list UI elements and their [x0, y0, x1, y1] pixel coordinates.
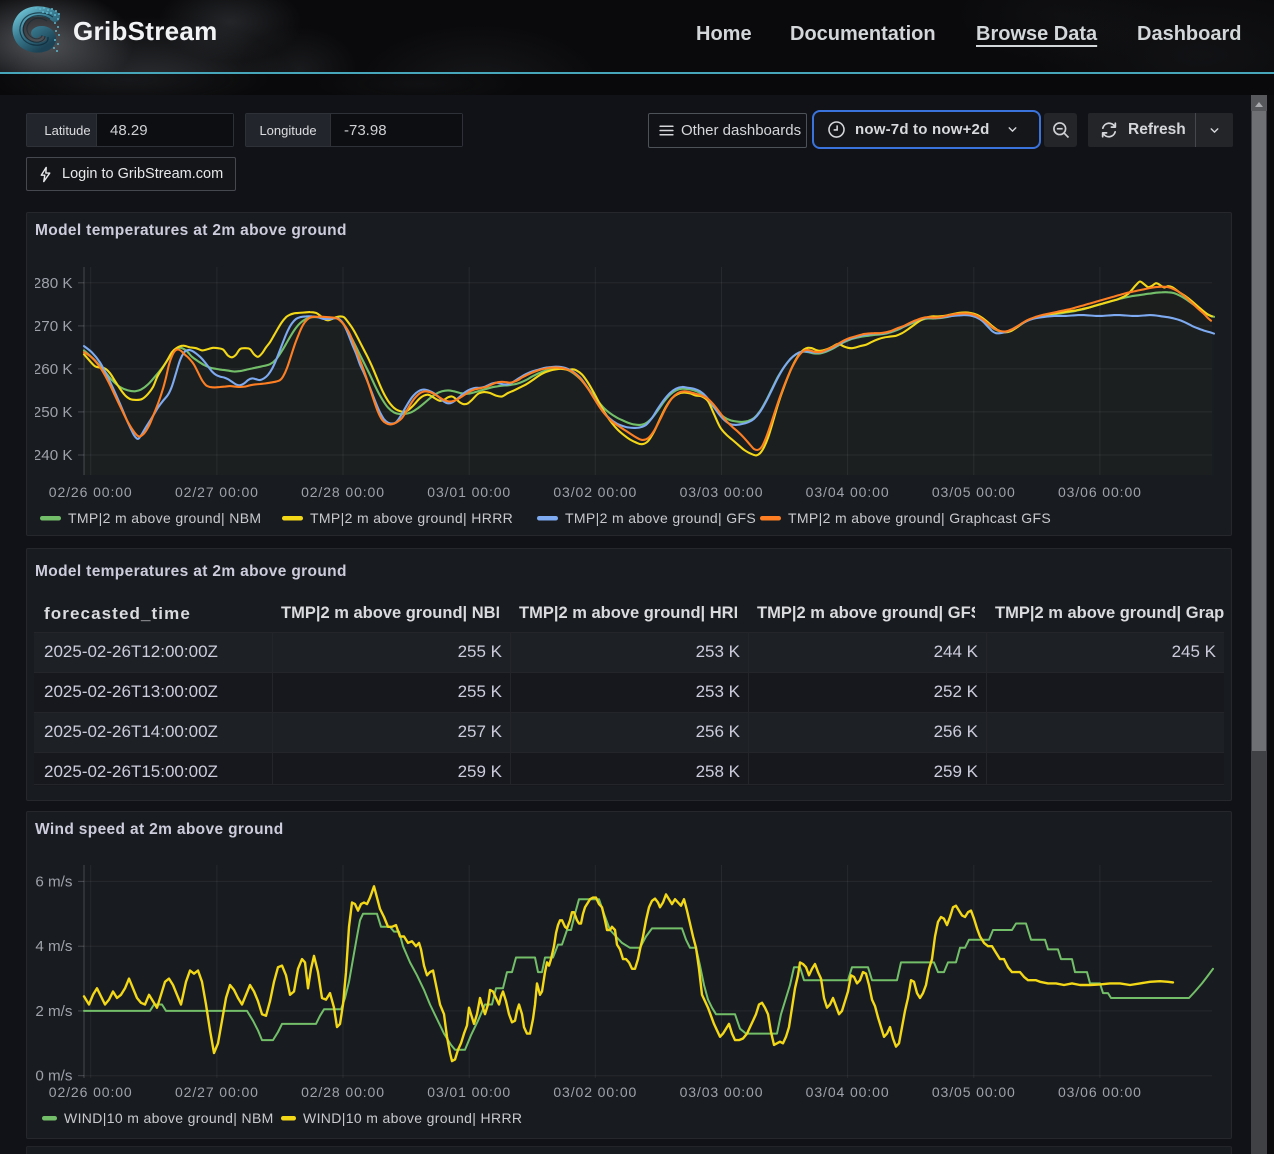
svg-text:02/26 00:00: 02/26 00:00 [49, 1084, 133, 1100]
svg-text:280 K: 280 K [33, 275, 73, 292]
svg-text:02/26 00:00: 02/26 00:00 [49, 484, 133, 500]
svg-text:0 m/s: 0 m/s [35, 1068, 73, 1085]
svg-text:TMP|2 m above ground| HRRR: TMP|2 m above ground| HRRR [310, 510, 513, 526]
svg-text:02/27 00:00: 02/27 00:00 [175, 1084, 259, 1100]
svg-text:TMP|2 m above ground| Graphcas: TMP|2 m above ground| Graphcast GFS [788, 510, 1051, 526]
svg-text:03/06 00:00: 03/06 00:00 [1058, 1084, 1142, 1100]
svg-text:03/04 00:00: 03/04 00:00 [806, 484, 890, 500]
svg-text:03/05 00:00: 03/05 00:00 [932, 1084, 1016, 1100]
svg-text:03/06 00:00: 03/06 00:00 [1058, 484, 1142, 500]
svg-text:03/01 00:00: 03/01 00:00 [427, 1084, 511, 1100]
svg-text:6 m/s: 6 m/s [35, 873, 73, 890]
svg-text:03/02 00:00: 03/02 00:00 [553, 484, 637, 500]
svg-text:03/02 00:00: 03/02 00:00 [553, 1084, 637, 1100]
svg-text:TMP|2 m above ground| GFS: TMP|2 m above ground| GFS [565, 510, 756, 526]
svg-text:2 m/s: 2 m/s [35, 1003, 73, 1020]
svg-text:270 K: 270 K [33, 318, 73, 335]
svg-text:WIND|10 m above ground| NBM: WIND|10 m above ground| NBM [64, 1110, 274, 1126]
svg-text:4 m/s: 4 m/s [35, 938, 73, 955]
svg-text:TMP|2 m above ground| NBM: TMP|2 m above ground| NBM [68, 510, 261, 526]
svg-text:03/03 00:00: 03/03 00:00 [680, 1084, 764, 1100]
svg-text:03/01 00:00: 03/01 00:00 [427, 484, 511, 500]
svg-text:03/04 00:00: 03/04 00:00 [806, 1084, 890, 1100]
svg-text:WIND|10 m above ground| HRRR: WIND|10 m above ground| HRRR [303, 1110, 522, 1126]
svg-text:03/05 00:00: 03/05 00:00 [932, 484, 1016, 500]
svg-text:240 K: 240 K [33, 447, 73, 464]
svg-text:02/28 00:00: 02/28 00:00 [301, 1084, 385, 1100]
svg-text:02/28 00:00: 02/28 00:00 [301, 484, 385, 500]
svg-text:250 K: 250 K [33, 404, 73, 421]
svg-text:03/03 00:00: 03/03 00:00 [680, 484, 764, 500]
svg-text:02/27 00:00: 02/27 00:00 [175, 484, 259, 500]
svg-text:260 K: 260 K [33, 361, 73, 378]
